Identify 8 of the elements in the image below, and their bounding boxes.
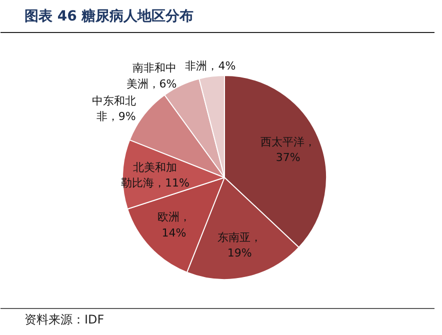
slice-label: 西太平洋，37% <box>260 136 316 164</box>
text: 资料来源：IDF <box>24 312 104 326</box>
chart-title: 图表 46 糖尿病人地区分布 <box>24 8 194 24</box>
slice-label: 中东和北非，9% <box>92 94 136 124</box>
slice-label: 南非和中美洲，6% <box>126 62 177 90</box>
slice-label: 东南亚，19% <box>218 230 262 260</box>
slice-label: 欧洲，14% <box>157 210 190 240</box>
slice-label: 非洲，4% <box>185 60 236 73</box>
